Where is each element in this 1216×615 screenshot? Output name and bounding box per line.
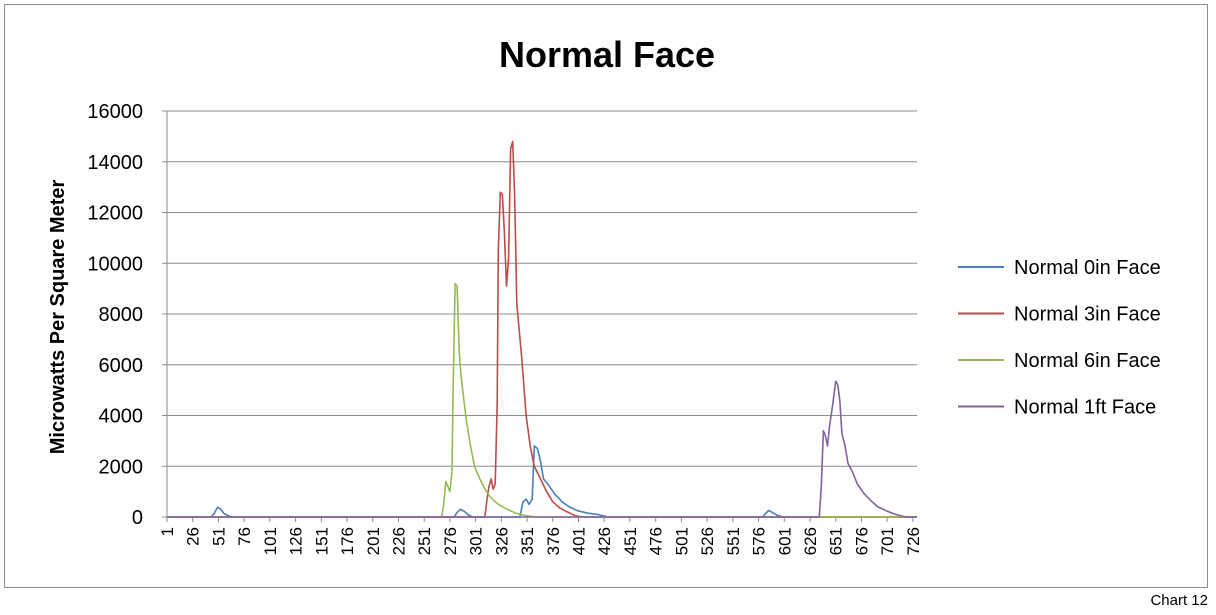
x-tick-label: 276: [441, 527, 460, 555]
x-tick-label: 351: [518, 527, 537, 555]
y-tick-label: 2000: [99, 456, 144, 478]
x-tick-label: 701: [878, 527, 897, 555]
y-tick-label: 0: [132, 507, 143, 529]
x-tick-label: 451: [621, 527, 640, 555]
x-tick-label: 1: [158, 527, 177, 536]
x-tick-label: 326: [492, 527, 511, 555]
gridlines: [167, 110, 917, 467]
x-tick-label: 576: [750, 527, 769, 555]
series-line-3: [167, 282, 917, 518]
x-tick-label: 251: [415, 527, 434, 555]
legend-label: Normal 1ft Face: [1014, 397, 1156, 419]
x-tick-label: 76: [235, 527, 254, 546]
chart-number-label: Chart 12: [1150, 592, 1208, 609]
x-tick-label: 501: [672, 527, 691, 555]
x-tick-label: 626: [801, 527, 820, 555]
x-tick-label: 401: [570, 527, 589, 555]
x-tick-label: 101: [261, 527, 280, 555]
x-tick-label: 551: [724, 527, 743, 555]
y-axis-label: Microwatts Per Square Meter: [47, 180, 69, 455]
y-tick-label: 12000: [87, 203, 143, 225]
y-tick-label: 4000: [99, 406, 144, 428]
x-tick-label: 726: [904, 527, 923, 555]
x-tick-label: 676: [852, 527, 871, 555]
series-lines: [167, 140, 917, 518]
chart-frame: Normal Face Microwatts Per Square Meter …: [4, 4, 1208, 588]
x-tick-label: 51: [209, 527, 228, 546]
x-tick-label: 526: [698, 527, 717, 555]
chart: Normal Face Microwatts Per Square Meter …: [47, 34, 1161, 555]
legend-label: Normal 6in Face: [1014, 350, 1161, 372]
x-tick-label: 651: [827, 527, 846, 555]
x-tick-label: 426: [595, 527, 614, 555]
x-tick-label: 26: [184, 527, 203, 546]
x-tick-label: 376: [544, 527, 563, 555]
legend-label: Normal 0in Face: [1014, 257, 1161, 279]
series-line-2: [167, 140, 917, 518]
y-tick-label: 14000: [87, 152, 143, 174]
y-tick-label: 8000: [99, 304, 144, 326]
x-tick-label: 476: [647, 527, 666, 555]
series-line-4: [167, 380, 917, 518]
legend: Normal 0in Face Normal 3in Face Normal 6in…: [958, 257, 1161, 419]
x-tick-label: 126: [287, 527, 306, 555]
legend-label: Normal 3in Face: [1014, 304, 1161, 326]
y-tick-label: 6000: [99, 355, 144, 377]
x-tick-labels: 1 26 51 76 101 126 151 176 201 226 251 276 301 326 351…: [158, 527, 923, 555]
x-tick-label: 201: [364, 527, 383, 555]
chart-title: Normal Face: [499, 34, 715, 75]
y-tick-label: 10000: [87, 253, 143, 275]
x-tick-label: 176: [338, 527, 357, 555]
x-tick-label: 226: [389, 527, 408, 555]
y-tick-label: 16000: [87, 101, 143, 123]
x-tick-label: 151: [312, 527, 331, 555]
y-tick-labels: 0 2000 4000 6000 8000 10000 12000 14000 16000: [87, 101, 143, 529]
x-tick-label: 301: [467, 527, 486, 555]
x-tick-label: 601: [775, 527, 794, 555]
